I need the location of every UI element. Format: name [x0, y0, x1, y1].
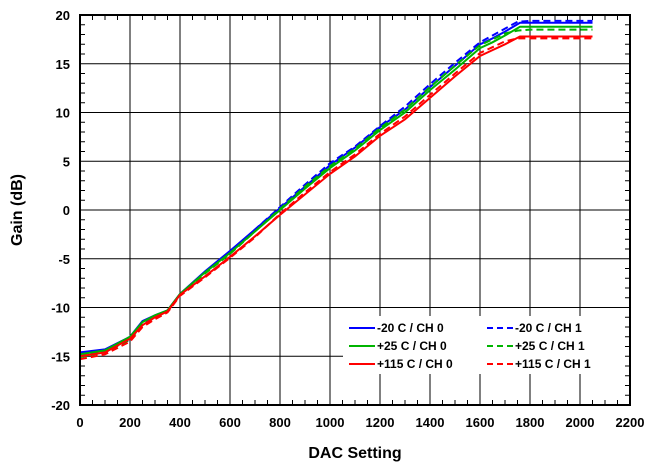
x-tick-label: 600: [219, 415, 241, 430]
y-tick-label: 20: [56, 8, 70, 23]
series-line-4: [79, 28, 593, 359]
x-tick-label: 800: [269, 415, 291, 430]
y-tick-label: 10: [56, 106, 70, 121]
x-tick-label: 1600: [466, 415, 495, 430]
x-axis-title: DAC Setting: [308, 445, 401, 462]
x-tick-label: 1400: [416, 415, 445, 430]
legend-label-3: +25 C / CH 0: [377, 339, 447, 353]
series-line-2: [79, 19, 593, 358]
legend: -20 C / CH 0 -20 C / CH 1 +25 C / CH 0 +25 …: [343, 316, 625, 374]
x-tick-label: 1200: [366, 415, 395, 430]
y-tick-label: 0: [63, 203, 70, 218]
y-tick-label: 15: [56, 57, 70, 72]
legend-label-2: -20 C / CH 1: [515, 321, 582, 335]
y-tick-label: -15: [51, 349, 70, 364]
y-tick-label: -20: [51, 398, 70, 413]
legend-label-6: +115 C / CH 1: [515, 357, 591, 371]
series-line-1: [79, 21, 593, 354]
tick-labels: 0 200 400 600 800 1000 1200 1400 1600 1800 2000 220…: [51, 8, 644, 430]
y-tick-label: -10: [51, 301, 70, 316]
plot-frame: [79, 14, 631, 406]
x-tick-label: 1800: [516, 415, 545, 430]
legend-label-1: -20 C / CH 0: [377, 321, 444, 335]
x-tick-label: 2200: [616, 415, 645, 430]
series-lines: [79, 19, 593, 361]
x-tick-label: 400: [169, 415, 191, 430]
legend-label-5: +115 C / CH 0: [377, 357, 453, 371]
legend-label-4: +25 C / CH 1: [515, 339, 585, 353]
y-tick-label: -5: [58, 252, 70, 267]
x-tick-label: 2000: [566, 415, 595, 430]
y-axis-title: Gain (dB): [9, 174, 26, 246]
x-tick-label: 1000: [316, 415, 345, 430]
series-line-6: [79, 37, 593, 361]
legend-box: [343, 316, 625, 374]
series-line-5: [79, 35, 593, 358]
x-tick-label: 200: [119, 415, 141, 430]
series-line-3: [79, 25, 593, 356]
y-tick-label: 5: [63, 154, 70, 169]
x-tick-label: 0: [76, 415, 83, 430]
